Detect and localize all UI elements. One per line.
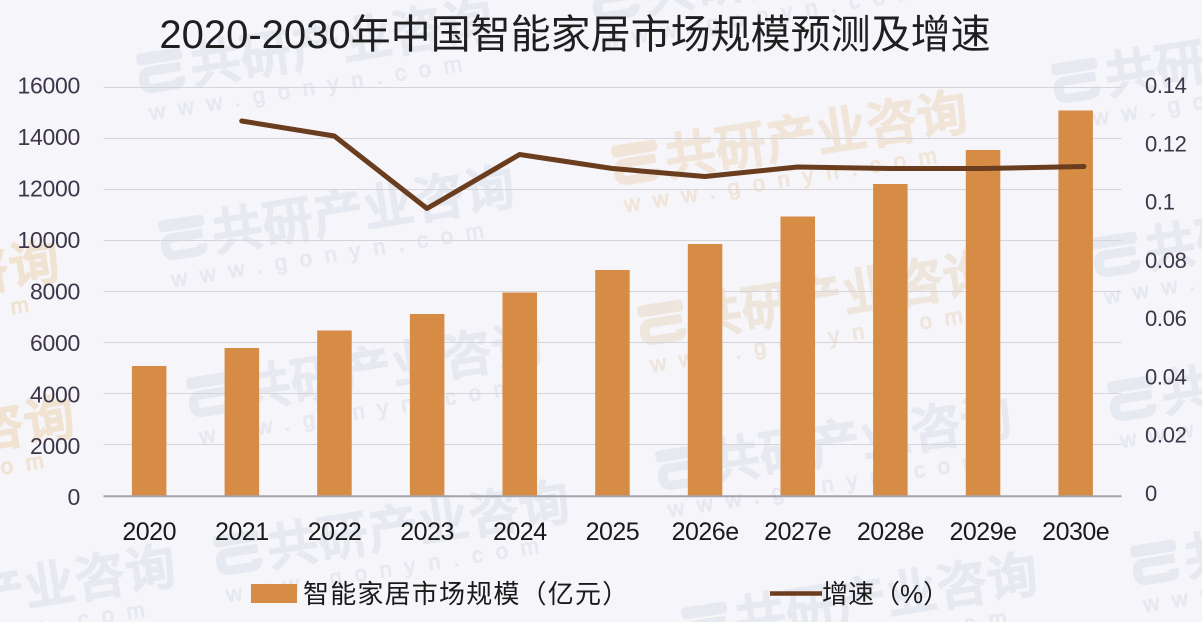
svg-text:0.02: 0.02 <box>1145 423 1187 448</box>
svg-text:0.04: 0.04 <box>1145 364 1187 389</box>
svg-text:2023: 2023 <box>400 518 454 546</box>
svg-text:0: 0 <box>68 484 81 510</box>
svg-text:10000: 10000 <box>18 227 80 253</box>
svg-text:2029e: 2029e <box>949 518 1016 546</box>
svg-text:2030e: 2030e <box>1042 518 1109 546</box>
svg-text:2022: 2022 <box>308 518 362 546</box>
svg-text:14000: 14000 <box>18 124 80 150</box>
svg-text:0.1: 0.1 <box>1145 190 1175 215</box>
svg-text:16000: 16000 <box>18 73 80 99</box>
svg-text:0.06: 0.06 <box>1145 306 1187 331</box>
svg-text:2021: 2021 <box>215 518 269 546</box>
svg-text:0.12: 0.12 <box>1145 131 1187 156</box>
svg-text:2000: 2000 <box>30 433 80 459</box>
svg-text:4000: 4000 <box>30 382 80 408</box>
svg-text:2024: 2024 <box>493 518 547 546</box>
svg-text:0.14: 0.14 <box>1145 73 1187 98</box>
svg-text:0.08: 0.08 <box>1145 248 1187 273</box>
svg-text:0: 0 <box>1145 481 1157 506</box>
svg-text:智能家居市场规模（亿元）: 智能家居市场规模（亿元） <box>303 579 629 609</box>
svg-text:2026e: 2026e <box>672 518 739 546</box>
svg-text:12000: 12000 <box>18 176 80 202</box>
svg-text:2028e: 2028e <box>857 518 924 546</box>
svg-text:2020: 2020 <box>122 518 176 546</box>
svg-text:8000: 8000 <box>30 279 80 305</box>
svg-text:增速（%）: 增速（%） <box>822 579 949 609</box>
svg-text:2020-2030年中国智能家居市场规模预测及增速: 2020-2030年中国智能家居市场规模预测及增速 <box>159 13 990 57</box>
svg-text:2027e: 2027e <box>764 518 831 546</box>
svg-text:6000: 6000 <box>30 330 80 356</box>
svg-text:2025: 2025 <box>586 518 640 546</box>
